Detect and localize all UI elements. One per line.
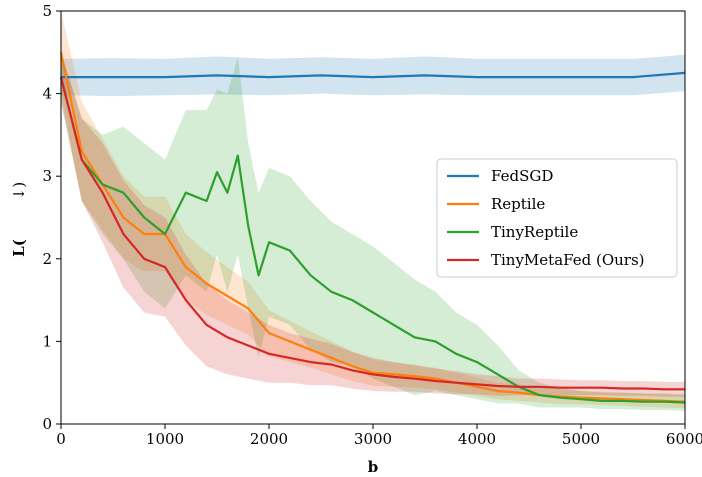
x-tick-label: 3000 — [354, 430, 392, 448]
confidence-bands — [61, 11, 685, 411]
legend-label: FedSGD — [491, 167, 553, 185]
y-axis-label-symbol: 𝐋( — [10, 239, 28, 257]
x-tick-label: 4000 — [458, 430, 496, 448]
y-tick-label: 2 — [42, 250, 52, 268]
band-fedsgd — [61, 54, 685, 97]
y-axis: 0 1 2 3 4 5 — [42, 2, 61, 433]
band-reptile — [61, 11, 685, 409]
x-tick-label: 0 — [56, 430, 66, 448]
series-line-tinymetafed-ours — [59, 76, 685, 391]
y-tick-label: 4 — [42, 85, 52, 103]
x-axis-label: 𝐛 — [368, 458, 379, 476]
series-lines — [59, 52, 686, 404]
x-tick-label: 5000 — [562, 430, 600, 448]
band-tinyreptile — [61, 52, 685, 411]
legend-label: Reptile — [491, 195, 545, 213]
legend-box — [436, 158, 678, 278]
y-tick-label: 1 — [42, 332, 52, 350]
x-axis: 0 1000 2000 3000 4000 5000 6000 — [56, 424, 702, 448]
y-axis-label: 𝐋( ↓) — [10, 182, 28, 257]
y-tick-label: 3 — [42, 167, 52, 185]
x-tick-label: 1000 — [146, 430, 184, 448]
x-tick-label: 2000 — [250, 430, 288, 448]
band-tinymetafed-ours — [61, 52, 685, 397]
legend-label: TinyReptile — [491, 223, 578, 241]
y-axis-label-arrow: ↓) — [10, 182, 28, 200]
series-line-fedsgd — [61, 71, 686, 79]
x-tick-label: 6000 — [666, 430, 702, 448]
series-line-tinyreptile — [59, 76, 686, 404]
legend: FedSGD Reptile TinyReptile TinyMetaFed (Our… — [436, 158, 678, 278]
legend-label: TinyMetaFed (Ours) — [491, 251, 645, 269]
y-tick-label: 5 — [42, 2, 52, 20]
y-tick-label: 0 — [42, 415, 52, 433]
